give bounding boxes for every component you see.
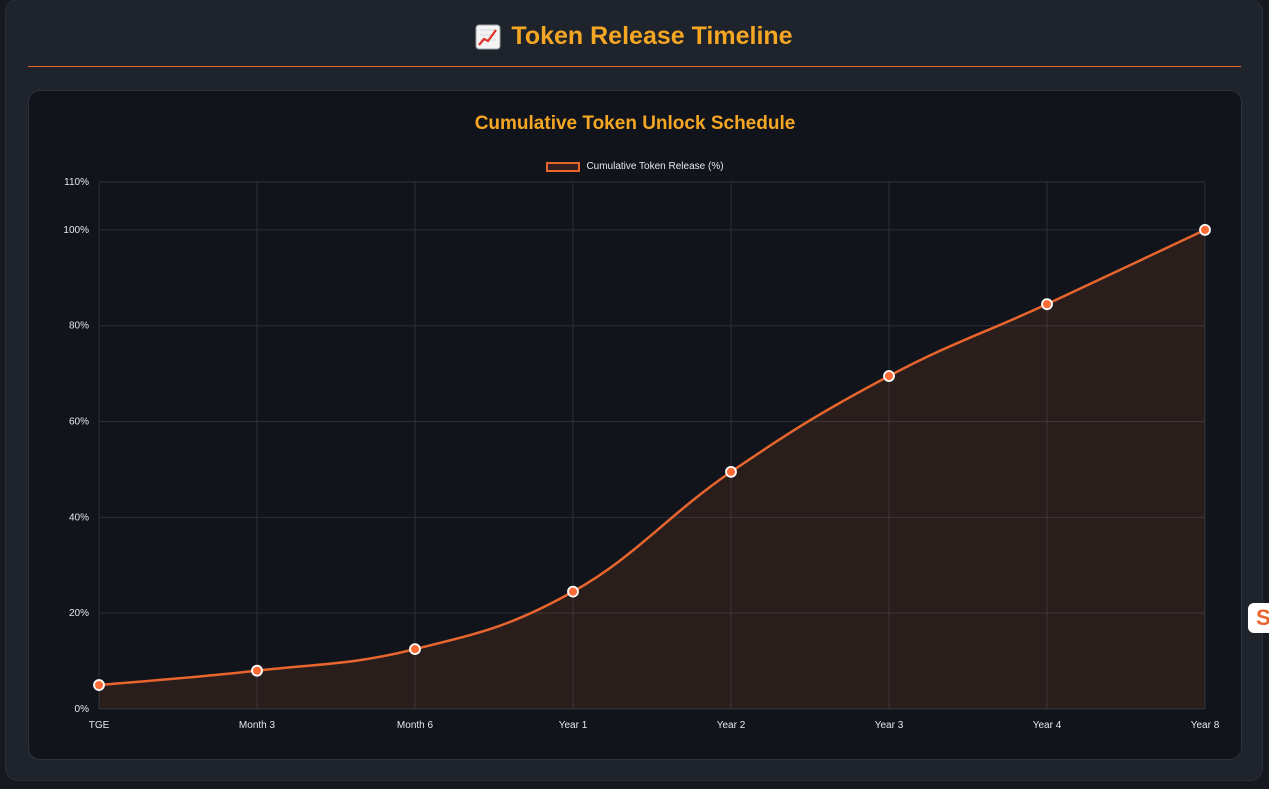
legend-label: Cumulative Token Release (%) [586, 161, 724, 172]
y-tick-label: 100% [63, 225, 89, 236]
legend-swatch [546, 161, 581, 172]
side-widget-label: S [1256, 605, 1269, 630]
y-tick-label: 0% [75, 704, 90, 715]
data-point [567, 585, 579, 598]
y-tick-label: 80% [69, 321, 89, 332]
x-tick-label: TGE [89, 720, 110, 731]
data-point [1041, 298, 1053, 311]
x-tick-label: Year 2 [717, 720, 746, 731]
chart-card: Cumulative Token Unlock Schedule Cumulat… [28, 90, 1242, 760]
data-point [1199, 224, 1211, 236]
x-tick-label: Year 4 [1033, 720, 1062, 731]
x-tick-label: Month 6 [397, 720, 434, 731]
y-tick-label: 60% [69, 417, 89, 428]
main-panel: Token Release Timeline Cumulative Token … [6, 0, 1262, 780]
y-tick-label: 110% [64, 177, 89, 188]
header-divider [28, 66, 1241, 67]
x-tick-label: Year 3 [875, 720, 904, 731]
x-tick-label: Month 3 [239, 720, 276, 731]
y-tick-label: 20% [69, 608, 89, 619]
page-title-text: Token Release Timeline [511, 22, 793, 50]
data-point [251, 664, 263, 677]
x-tick-label: Year 8 [1191, 720, 1220, 731]
series-line [98, 228, 1206, 687]
page-title: Token Release Timeline [475, 22, 793, 51]
chart-legend[interactable]: Cumulative Token Release (%) [29, 161, 1241, 172]
side-widget[interactable]: S [1248, 603, 1269, 633]
x-tick-label: Year 1 [559, 720, 588, 731]
data-point [725, 465, 737, 478]
y-tick-label: 40% [69, 512, 89, 523]
data-point [93, 679, 105, 691]
page-header: Token Release Timeline [6, 22, 1262, 62]
data-point [409, 643, 421, 656]
chart-increasing-icon [475, 24, 501, 50]
chart-title: Cumulative Token Unlock Schedule [474, 113, 796, 134]
data-point [883, 370, 895, 382]
line-chart: 0% 20% 40% 60% 80% 100% 110% TGE Month 3 Month 6 Y… [63, 177, 1220, 731]
area-fill [99, 229, 1205, 709]
